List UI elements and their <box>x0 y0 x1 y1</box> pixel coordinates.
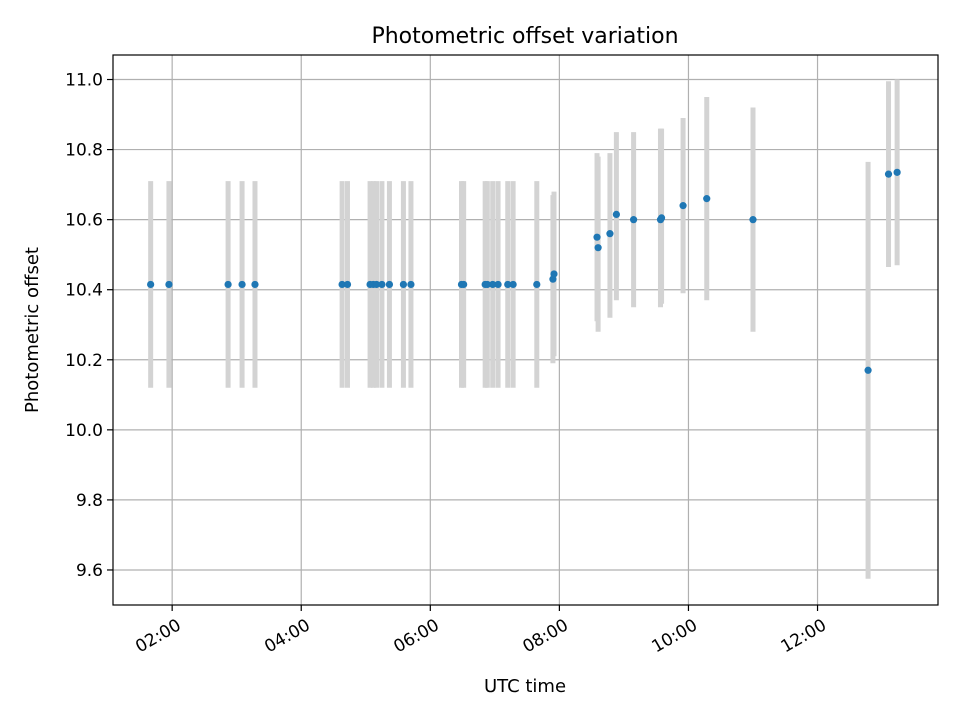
data-points <box>147 168 901 374</box>
x-tick-label: 06:00 <box>390 615 442 657</box>
error-bars <box>148 79 900 579</box>
y-axis-label: Photometric offset <box>22 247 43 413</box>
data-point <box>238 280 246 289</box>
x-axis-label: UTC time <box>484 676 566 697</box>
data-point <box>251 280 259 289</box>
data-point <box>372 280 381 289</box>
y-axis-ticks: 9.6 9.8 10.0 10.2 10.4 10.6 10.8 11.0 <box>65 71 113 581</box>
x-axis-ticks: 02:00 04:00 06:00 08:00 10:00 12:00 <box>132 605 830 657</box>
x-tick-label: 04:00 <box>261 615 313 657</box>
x-tick-label: 12:00 <box>778 615 830 657</box>
y-tick-label: 10.0 <box>65 421 103 441</box>
data-point <box>509 280 517 289</box>
data-point <box>489 280 497 289</box>
data-point <box>594 244 602 252</box>
data-point <box>504 280 512 289</box>
grid-lines <box>113 55 938 605</box>
data-point <box>593 233 601 241</box>
data-point <box>864 366 872 374</box>
data-point <box>378 280 386 289</box>
data-point <box>606 230 614 238</box>
data-point <box>657 214 666 222</box>
y-tick-label: 10.6 <box>65 211 103 231</box>
data-point <box>884 170 893 178</box>
chart-title: Photometric offset variation <box>371 24 678 49</box>
data-point <box>224 280 232 289</box>
x-tick-label: 08:00 <box>519 615 571 657</box>
data-point <box>343 280 352 289</box>
data-point <box>893 168 901 176</box>
data-point <box>399 280 408 289</box>
data-point <box>533 280 541 289</box>
data-point <box>385 280 394 289</box>
plot-frame <box>112 54 939 606</box>
data-point <box>407 280 415 289</box>
data-point <box>703 195 711 203</box>
data-point <box>338 280 346 289</box>
x-tick-label: 10:00 <box>649 615 701 657</box>
y-tick-label: 11.0 <box>65 71 103 91</box>
data-point <box>612 210 620 218</box>
y-tick-label: 10.4 <box>65 281 103 301</box>
data-point <box>147 280 155 289</box>
y-tick-label: 10.2 <box>65 351 103 371</box>
data-point <box>460 280 468 289</box>
y-tick-label: 10.8 <box>65 141 103 161</box>
data-point <box>749 216 757 224</box>
y-tick-label: 9.8 <box>76 491 103 511</box>
data-point <box>679 202 687 210</box>
data-point <box>483 280 491 289</box>
data-point <box>165 280 173 289</box>
x-tick-label: 02:00 <box>132 615 184 657</box>
data-point <box>494 280 502 289</box>
y-tick-label: 9.6 <box>76 561 103 581</box>
data-point <box>629 216 638 224</box>
data-point <box>550 270 558 278</box>
